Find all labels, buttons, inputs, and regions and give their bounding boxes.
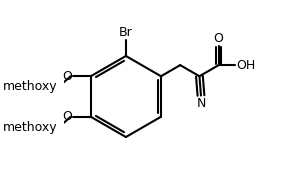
Text: methoxy: methoxy xyxy=(3,121,58,134)
Text: OH: OH xyxy=(236,59,255,72)
Text: O: O xyxy=(214,32,224,45)
Text: O: O xyxy=(62,110,72,123)
Text: N: N xyxy=(196,97,206,110)
Text: Br: Br xyxy=(119,26,133,39)
Text: O: O xyxy=(62,70,72,83)
Text: methoxy: methoxy xyxy=(3,80,58,93)
